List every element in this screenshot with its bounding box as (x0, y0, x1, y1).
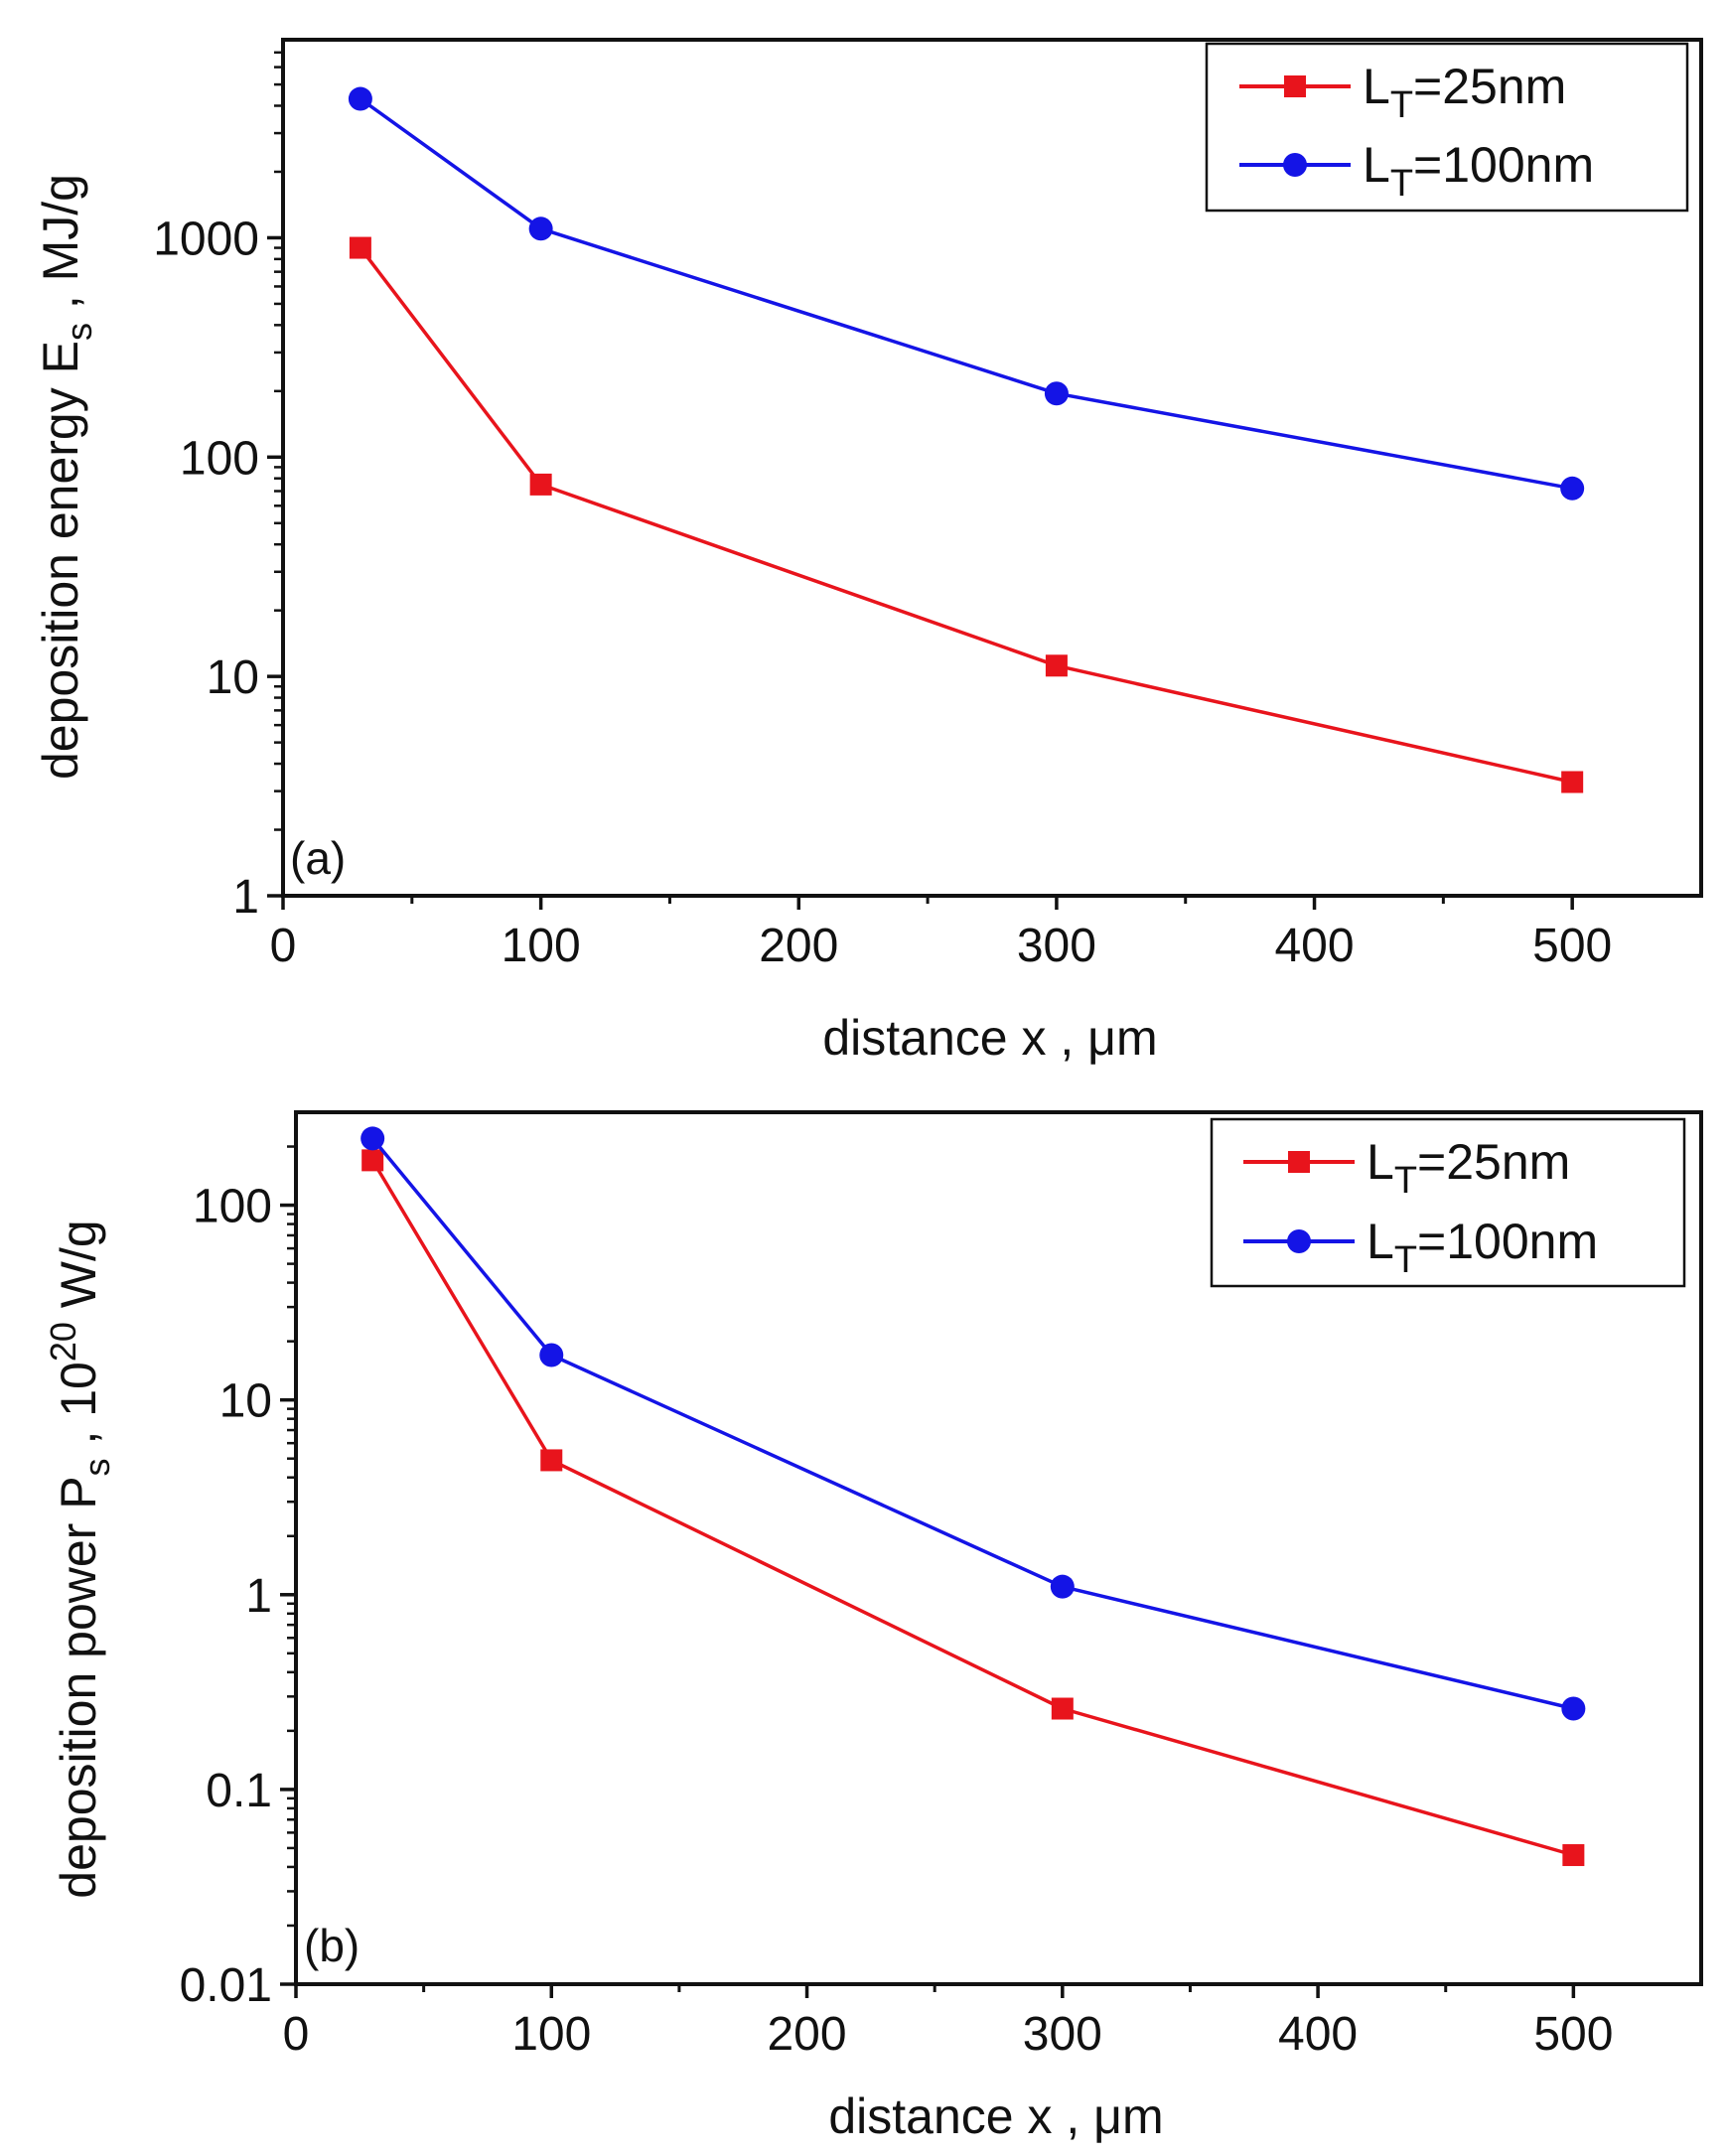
panel-a-x-tick-label: 300 (1017, 920, 1096, 972)
panel-a-series-1-point (1045, 654, 1068, 677)
panel-a-y-title-sub: s (59, 323, 99, 341)
panel-b-x-tick-label: 0 (283, 2008, 310, 2061)
panel-b-series-2-point (1561, 1696, 1586, 1721)
panel-b-series-1-point (361, 1149, 384, 1172)
panel-b-legend-marker-2 (1287, 1229, 1311, 1253)
panel-a-series-2-point (1044, 381, 1069, 406)
panel-a-legend-label-1: LT=25nm (1363, 59, 1566, 126)
panel-a-series (348, 86, 1585, 793)
panel-a-tag: (a) (290, 832, 346, 884)
panel-b-legend-label-1: LT=25nm (1367, 1134, 1570, 1202)
panel-b-y-axis-title: deposition power Ps , 1020 W/g (43, 1220, 117, 1898)
panel-b-x-tick-label: 500 (1533, 2008, 1613, 2061)
panel-a-x-tick-label: 200 (759, 920, 838, 972)
panel-b-y-tick-label: 100 (193, 1181, 272, 1233)
panel-a-legend-marker-2 (1283, 153, 1307, 177)
panel-a-x-tick-label: 100 (502, 920, 581, 972)
panel-b-series-2-point (360, 1126, 385, 1151)
panel-b-tag: (b) (304, 1920, 360, 1971)
panel-a-plot-frame (281, 38, 1703, 898)
panel-b-ticks: 0 100 200 300 400 500 0.01 0.1 1 10 100 (180, 1145, 1613, 2061)
panel-a-legend-marker-1 (1284, 75, 1306, 97)
panel-a-y-title-unit: , MJ/g (33, 174, 88, 323)
panel-b-y-title-unit2: W/g (51, 1220, 106, 1322)
panel-a-series-1-point (1561, 771, 1584, 793)
panel-b-y-tick-label: 0.1 (206, 1765, 272, 1817)
panel-a-y-title-main: deposition energy E (33, 341, 88, 780)
panel-a-x-tick-label: 400 (1274, 920, 1354, 972)
panel-a-series-2-line (359, 97, 1573, 491)
panel-a-y-tick-label: 1000 (153, 213, 259, 265)
panel-b-y-tick-label: 0.01 (180, 1959, 272, 2012)
panel-b-y-title-sub: s (76, 1458, 117, 1476)
panel-a-y-tick-label: 10 (207, 651, 259, 704)
panel-b-x-tick-label: 100 (511, 2008, 591, 2061)
panel-a-series-1-point (529, 473, 552, 496)
panel-b-series-1-point (540, 1449, 563, 1472)
panel-a-x-axis-title: distance x , μm (822, 1010, 1157, 1066)
panel-b-power-chart: 0 100 200 300 400 500 0.01 0.1 1 10 100 (b) distan… (43, 1110, 1703, 2144)
panel-a-y-tick-label: 1 (232, 871, 259, 924)
panel-b-series-2-point (1050, 1574, 1075, 1599)
panel-b-y-tick-label: 10 (219, 1375, 272, 1428)
panel-b-legend-marker-1 (1288, 1151, 1310, 1173)
panel-b-x-axis-title: distance x , μm (828, 2088, 1163, 2144)
panel-b-series (360, 1126, 1586, 1867)
panel-b-series-2-point (539, 1343, 564, 1367)
panel-a-legend-box (1205, 42, 1689, 213)
panel-b-series-1-point (1051, 1697, 1074, 1720)
panel-b-y-title-sup: 20 (43, 1322, 83, 1362)
panel-b-y-title-main: deposition power P (51, 1476, 106, 1898)
panel-b-legend-entry-2: LT=100nm (1243, 1214, 1598, 1281)
panel-b-x-tick-label: 400 (1278, 2008, 1358, 2061)
panel-b-series-1-line (370, 1159, 1574, 1857)
panel-a-y-axis-title: deposition energy Es , MJ/g (33, 174, 99, 780)
panel-b-y-tick-label: 1 (245, 1570, 272, 1623)
panel-a-series-2-point (1560, 476, 1585, 501)
panel-a-legend-label-2: LT=100nm (1363, 137, 1594, 205)
panel-b-y-title-unit: , 10 (51, 1362, 106, 1458)
panel-a-legend: LT=25nm LT=100nm (1205, 42, 1689, 213)
panel-a-y-tick-label: 100 (180, 432, 259, 485)
panel-b-legend-entry-1: LT=25nm (1243, 1134, 1570, 1202)
panel-b-x-tick-label: 200 (767, 2008, 846, 2061)
panel-a-x-tick-label: 0 (270, 920, 297, 972)
panel-a-series-1-point (349, 236, 371, 259)
panel-a-series-2-point (348, 86, 372, 111)
panel-a-series-2-point (528, 216, 553, 241)
panel-b-series-1-point (1562, 1844, 1585, 1867)
panel-a-series-1-line (359, 246, 1573, 785)
panel-b-series-2-line (370, 1137, 1574, 1711)
panel-a-legend-entry-2: LT=100nm (1239, 137, 1594, 205)
panel-b-plot-frame (294, 1110, 1703, 1986)
panel-b-x-tick-label: 300 (1023, 2008, 1102, 2061)
panel-b-legend-box (1210, 1117, 1686, 1288)
panel-b-legend: LT=25nm LT=100nm (1210, 1117, 1686, 1288)
panel-a-ticks: 0 100 200 300 400 500 1 10 100 1000 (153, 51, 1612, 972)
panel-a-legend-entry-1: LT=25nm (1239, 59, 1566, 126)
panel-a-x-tick-label: 500 (1532, 920, 1612, 972)
panel-b-legend-label-2: LT=100nm (1367, 1214, 1598, 1281)
panel-a-energy-chart: 0 100 200 300 400 500 1 10 100 1000 (a) distance … (33, 38, 1703, 1066)
